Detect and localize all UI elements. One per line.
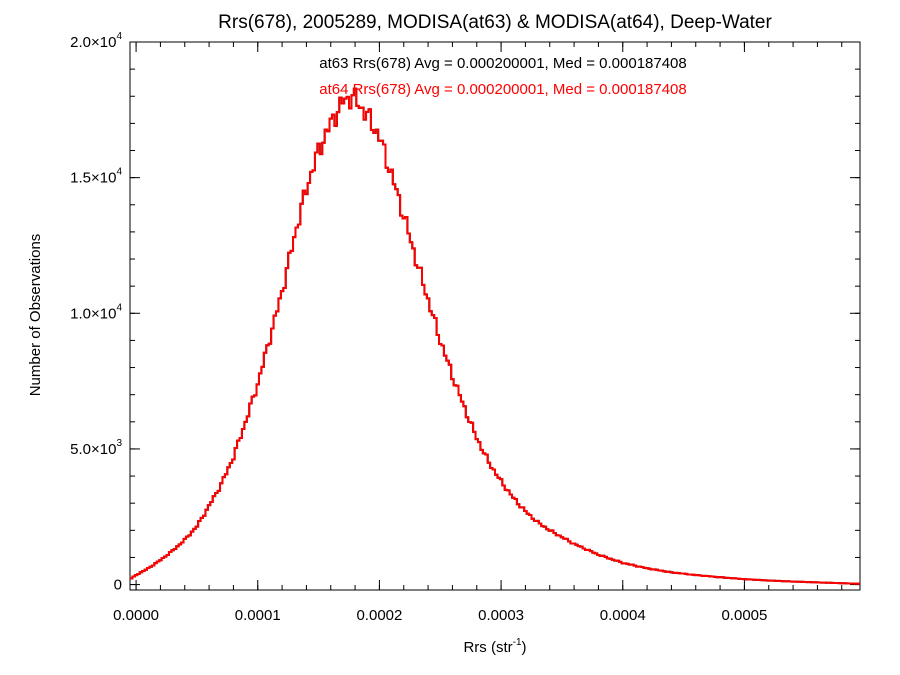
annotation-at64: at64 Rrs(678) Avg = 0.000200001, Med = 0…: [319, 81, 687, 98]
y-tick-label: 0: [114, 577, 122, 594]
x-axis-label-base: Rrs (str: [463, 639, 512, 656]
x-tick-label: 0.0004: [600, 607, 646, 624]
chart-title: Rrs(678), 2005289, MODISA(at63) & MODISA…: [218, 12, 772, 33]
x-axis-label-sup: -1: [513, 637, 522, 648]
y-axis-label-group: Number of Observations: [27, 234, 44, 397]
y-tick-label: 1.0×104: [70, 302, 122, 322]
x-axis-label: Rrs (str-1): [463, 637, 526, 656]
annotation-at63: at63 Rrs(678) Avg = 0.000200001, Med = 0…: [319, 55, 687, 72]
x-tick-label: 0.0001: [235, 607, 281, 624]
y-tick-label: 5.0×103: [70, 438, 122, 458]
y-tick-label: 2.0×104: [70, 31, 122, 51]
x-axis-label-end: ): [522, 639, 527, 656]
x-tick-label: 0.0000: [113, 607, 159, 624]
x-tick-label: 0.0003: [478, 607, 524, 624]
y-tick-label: 1.5×104: [70, 167, 122, 187]
x-tick-label: 0.0002: [356, 607, 402, 624]
x-tick-label: 0.0005: [721, 607, 767, 624]
series-line-at63: [130, 87, 860, 585]
y-axis-label: Number of Observations: [27, 234, 44, 397]
plot-area: 0.0000 0.0001 0.0002 0.0003 0.0004 0.0005 0 5.0…: [70, 31, 861, 624]
series-line-at64: [130, 87, 860, 585]
plot-frame: [129, 41, 861, 591]
